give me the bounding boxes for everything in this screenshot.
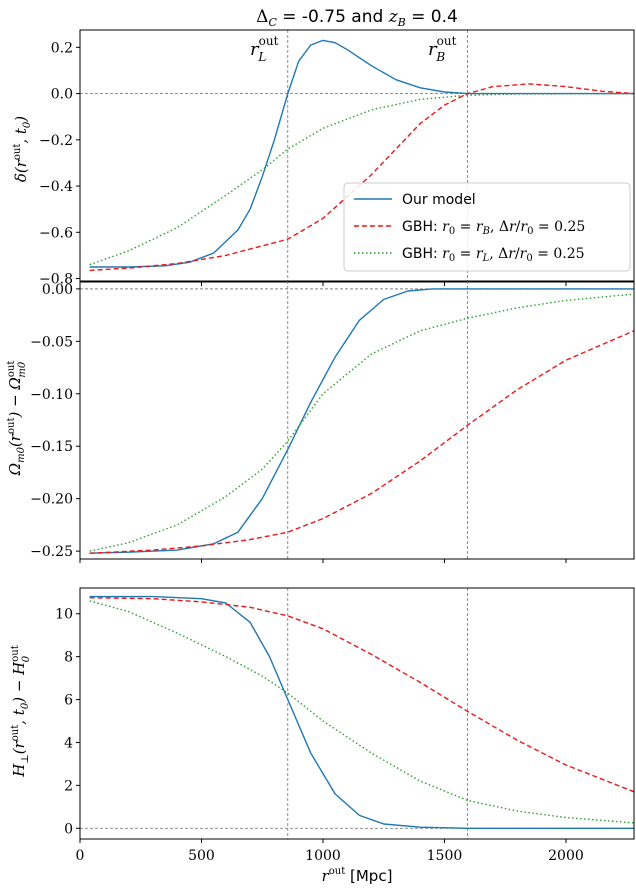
legend-label-gbh-rl: GBH: r0 = rL, Δr/r0 = 0.25 (402, 246, 585, 264)
annotation-r-b-out: rout B (428, 34, 457, 64)
ylabel-omega: Ωm0(rout) − Ωoutm0 (6, 361, 28, 477)
hubble-rate-panel: 0 2 4 6 8 10 0 500 1000 1500 2000 (55, 587, 635, 864)
y-tick-label: −0.05 (30, 334, 73, 350)
legend: Our model GBH: r0 = rB, Δr/r0 = 0.25 GBH… (343, 182, 631, 272)
y-tick-label: −0.25 (30, 544, 73, 560)
series-line-gbh-rb (89, 83, 634, 272)
plot-frame (79, 29, 635, 283)
x-tick-label: 2000 (548, 848, 584, 864)
y-tick-label: 6 (64, 693, 73, 709)
figure-title: ΔC = -0.75 and zB = 0.4 (256, 7, 458, 29)
y-tick-label: −0.8 (39, 272, 73, 288)
x-tick-label: 500 (188, 848, 215, 864)
xlabel: rout [Mpc] (322, 866, 393, 885)
legend-label-gbh-rb: GBH: r0 = rB, Δr/r0 = 0.25 (402, 219, 585, 237)
y-tick-label: −0.15 (30, 439, 73, 455)
matter-density-panel: −0.25 −0.20 −0.15 −0.10 −0.05 0.00 (30, 280, 635, 563)
y-tick-label: −0.20 (30, 492, 73, 508)
plot-frame (79, 587, 635, 840)
series-line-gbh-rl (89, 600, 634, 824)
series-line-gbh-rb (89, 597, 634, 793)
legend-frame (343, 182, 631, 272)
y-tick-label: −0.6 (39, 225, 73, 241)
y-tick-label: 0 (64, 821, 73, 837)
series-line-gbh-rb (89, 330, 634, 554)
series-line-our-model (89, 595, 634, 829)
x-tick-label: 0 (76, 848, 85, 864)
legend-label-our-model: Our model (402, 192, 476, 208)
density-contrast-panel: −0.8 −0.6 −0.4 −0.2 0.0 0.2 (39, 29, 635, 288)
x-tick-label: 1000 (305, 848, 341, 864)
x-tick-label: 1500 (427, 848, 463, 864)
series-line-our-model (89, 39, 634, 268)
series-line-gbh-rl (89, 293, 634, 552)
y-tick-label: 0.00 (42, 282, 73, 298)
y-tick-label: 2 (64, 778, 73, 794)
y-tick-label: 8 (64, 650, 73, 666)
series-line-gbh-rl (89, 92, 634, 266)
annotation-r-l-out: rout L (250, 34, 279, 64)
y-tick-label: 0.2 (51, 40, 73, 56)
ylabel-delta: δ(rout, t0) (12, 116, 33, 183)
y-tick-label: 10 (55, 607, 73, 623)
plot-frame (79, 280, 635, 560)
y-tick-label: 4 (64, 735, 73, 751)
ylabel-hubble: H⊥(rout, t0) − Hout0 (10, 645, 32, 778)
y-tick-label: −0.4 (39, 179, 73, 195)
series-line-our-model (89, 288, 634, 554)
y-tick-label: −0.2 (39, 133, 73, 149)
y-tick-label: 0.0 (51, 87, 73, 103)
y-tick-label: −0.10 (30, 387, 73, 403)
